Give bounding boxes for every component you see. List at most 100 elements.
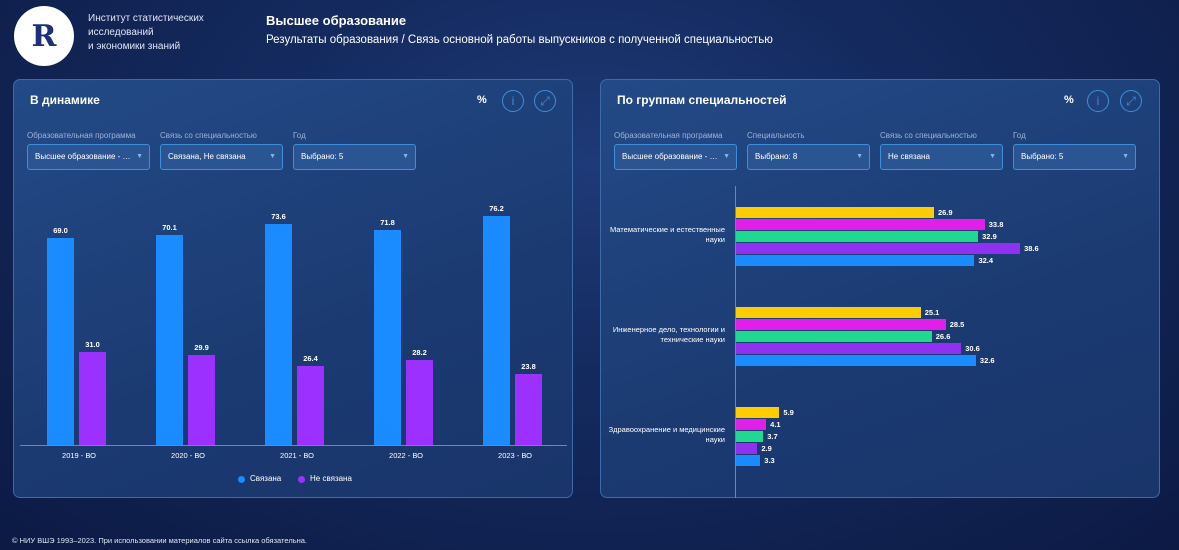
chevron-down-icon: ▼ <box>1122 153 1129 160</box>
y-tick-label: Здравоохранение и медицинские науки <box>608 425 725 444</box>
hbar[interactable] <box>736 407 780 418</box>
bar-not-related[interactable] <box>515 373 542 445</box>
data-label: 32.9 <box>982 232 997 241</box>
chevron-down-icon: ▼ <box>989 153 996 160</box>
data-label: 32.6 <box>979 356 995 365</box>
chevron-down-icon: ▼ <box>723 153 730 160</box>
data-label: 23.8 <box>521 361 536 371</box>
filter-label: Связь со специальностью <box>880 131 977 140</box>
hbar[interactable] <box>736 243 1021 254</box>
x-tick-label: 2023 - ВО <box>498 451 532 460</box>
data-label: 33.8 <box>988 220 1004 229</box>
data-label: 2.9 <box>761 444 772 453</box>
filter-dropdown[interactable]: Не связана ▼ <box>880 144 1003 170</box>
percent-toggle[interactable]: % <box>1064 94 1074 106</box>
filter-dropdown[interactable]: Выбрано: 5 ▼ <box>1013 144 1136 170</box>
expand-icon[interactable]: ⤢ <box>534 90 556 112</box>
data-label: 38.6 <box>1024 244 1039 253</box>
filter-dropdown[interactable]: Выбрано: 5 ▼ <box>293 144 416 170</box>
x-tick-label: 2019 - ВО <box>62 451 96 460</box>
data-label: 26.6 <box>935 332 951 341</box>
hbar[interactable] <box>736 331 932 342</box>
bar-related[interactable] <box>265 224 292 445</box>
percent-toggle[interactable]: % <box>477 94 487 106</box>
data-label: 5.9 <box>783 408 794 417</box>
x-axis <box>20 445 567 446</box>
legend-label[interactable]: Не связана <box>310 474 352 483</box>
hbar[interactable] <box>736 219 985 230</box>
breadcrumb: Результаты образования / Связь основной … <box>266 34 773 46</box>
bar-related[interactable] <box>483 216 510 445</box>
info-icon[interactable]: i <box>1087 90 1109 112</box>
footer-copyright: © НИУ ВШЭ 1993–2023. При использовании м… <box>12 536 308 545</box>
panel-title: В динамике <box>30 93 100 107</box>
data-label: 28.5 <box>949 320 965 329</box>
filter-dropdown[interactable]: Связана, Не связана ▼ <box>160 144 283 170</box>
bar-related[interactable] <box>156 234 183 445</box>
data-label: 30.6 <box>965 344 980 353</box>
data-label: 73.6 <box>271 212 286 222</box>
y-tick-label: Инженерное дело, технологии и технически… <box>612 325 725 344</box>
filter-value: Выбрано: 8 <box>755 152 798 161</box>
hbar[interactable] <box>736 307 921 318</box>
filter-label: Образовательная программа <box>614 131 723 140</box>
hbar[interactable] <box>736 431 764 442</box>
filter-dropdown[interactable]: Высшее образование - В... ▼ <box>27 144 150 170</box>
institute-line: исследований <box>88 27 154 38</box>
data-label: 76.2 <box>489 204 504 214</box>
x-tick-label: 2022 - ВО <box>389 451 423 460</box>
data-label: 69.0 <box>53 226 68 235</box>
data-label: 71.8 <box>380 217 395 227</box>
bar-not-related[interactable] <box>79 352 106 445</box>
data-label: 29.9 <box>194 343 209 353</box>
chevron-down-icon: ▼ <box>269 153 276 160</box>
data-label: 25.1 <box>924 308 940 317</box>
x-tick-label: 2021 - ВО <box>280 451 314 460</box>
info-icon[interactable]: i <box>502 90 524 112</box>
data-label: 3.7 <box>767 432 778 441</box>
hbar[interactable] <box>736 443 758 454</box>
filter-value: Связана, Не связана <box>168 152 246 161</box>
filter-value: Выбрано: 5 <box>301 152 344 161</box>
hbar[interactable] <box>736 455 761 466</box>
filter-label: Год <box>293 131 306 140</box>
institute-line: и экономики знаний <box>88 41 181 52</box>
bar-related[interactable] <box>47 238 74 445</box>
data-label: 31.0 <box>85 340 100 349</box>
hbar[interactable] <box>736 231 979 242</box>
bar-related[interactable] <box>374 229 401 445</box>
bar-not-related[interactable] <box>188 355 215 445</box>
filter-label: Образовательная программа <box>27 131 136 140</box>
filter-dropdown[interactable]: Высшее образование - В... ▼ <box>614 144 737 170</box>
y-axis <box>735 186 736 498</box>
bar-not-related[interactable] <box>406 360 433 445</box>
hbar[interactable] <box>736 355 976 366</box>
hbar[interactable] <box>736 319 946 330</box>
hbar[interactable] <box>736 419 767 430</box>
data-label: 26.4 <box>303 353 318 363</box>
legend-dot[interactable] <box>238 476 245 483</box>
institute-name: Институт статистических исследований и э… <box>88 12 204 54</box>
legend-label[interactable]: Связана <box>250 474 282 483</box>
chevron-down-icon: ▼ <box>856 153 863 160</box>
filter-label: Связь со специальностью <box>160 131 257 140</box>
hbar[interactable] <box>736 207 934 218</box>
expand-icon[interactable]: ⤢ <box>1120 90 1142 112</box>
hbar[interactable] <box>736 343 962 354</box>
bar-not-related[interactable] <box>297 365 324 445</box>
filter-label: Специальность <box>747 131 805 140</box>
hbar[interactable] <box>736 255 975 266</box>
page-title: Высшее образование <box>266 13 407 28</box>
hse-logo[interactable]: R <box>14 6 74 66</box>
groups-panel: По группам специальностей % i ⤢ Образова… <box>600 79 1160 498</box>
legend-dot[interactable] <box>298 476 305 483</box>
filter-value: Не связана <box>888 152 930 161</box>
filter-dropdown[interactable]: Выбрано: 8 ▼ <box>747 144 870 170</box>
filter-label: Год <box>1013 131 1026 140</box>
dynamics-panel: В динамике % i ⤢ Образовательная програм… <box>13 79 573 498</box>
x-tick-label: 2020 - ВО <box>171 451 205 460</box>
data-label: 28.2 <box>412 348 427 358</box>
data-label: 26.9 <box>937 208 953 217</box>
chevron-down-icon: ▼ <box>402 153 409 160</box>
data-label: 3.3 <box>764 456 775 465</box>
